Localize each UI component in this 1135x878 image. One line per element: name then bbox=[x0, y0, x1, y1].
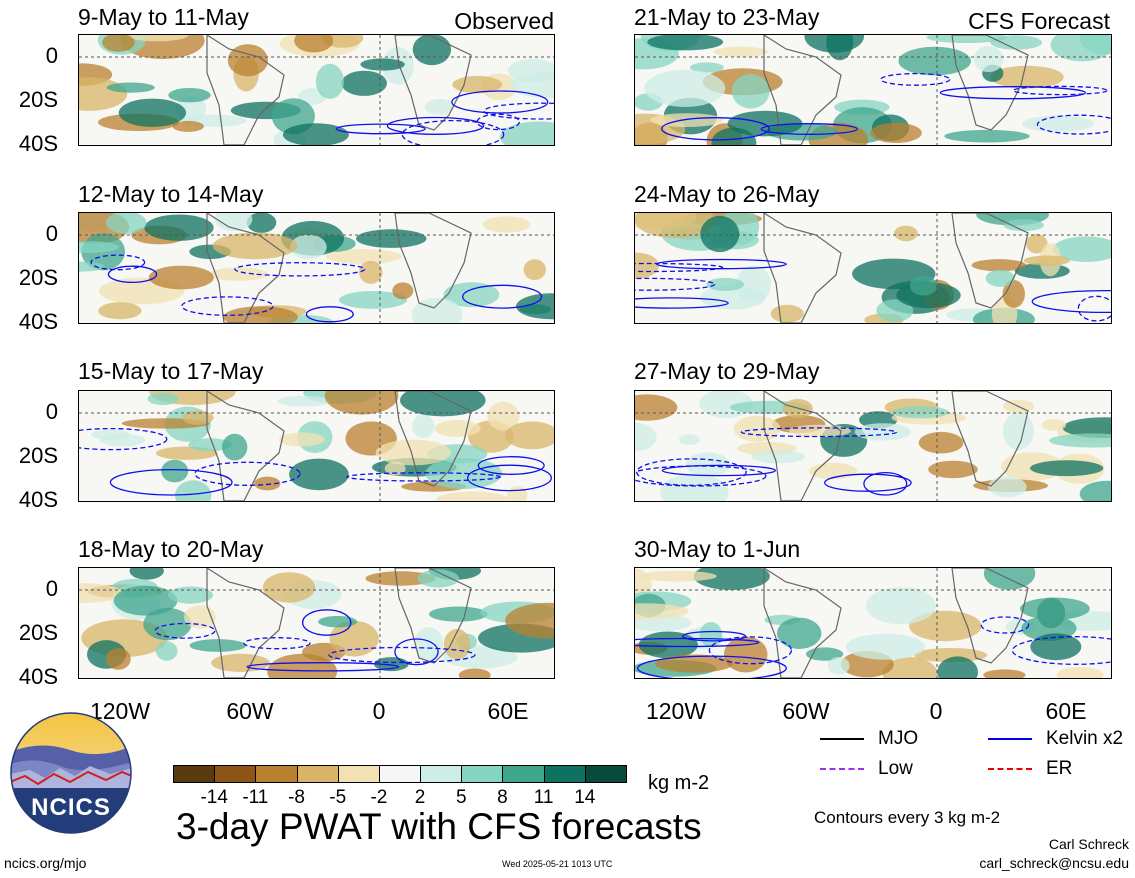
map-panel bbox=[78, 390, 555, 502]
y-tick-label: 40S bbox=[18, 664, 58, 689]
legend-line-er bbox=[988, 768, 1032, 770]
map-panel bbox=[634, 567, 1112, 679]
x-tick-0-right: 0 bbox=[929, 698, 943, 724]
y-tick-label: 40S bbox=[18, 309, 58, 334]
panel-title: 30-May to 1-Jun bbox=[634, 536, 801, 562]
map-panel bbox=[78, 212, 555, 324]
map-panel bbox=[634, 212, 1112, 324]
colorbar-swatch bbox=[461, 765, 504, 783]
colorbar-swatch bbox=[214, 765, 257, 783]
y-tick-label: 0 bbox=[45, 221, 58, 246]
colorbar-tick-label: 14 bbox=[574, 787, 596, 808]
colorbar-tick-label: -8 bbox=[288, 787, 305, 808]
colorbar-swatch bbox=[337, 765, 380, 783]
y-tick-label: 20S bbox=[18, 443, 58, 468]
panel-title: 27-May to 29-May bbox=[634, 358, 820, 384]
map-panel bbox=[78, 567, 555, 679]
colorbar-tick-label: -14 bbox=[200, 787, 228, 808]
colorbar-tick-label: -5 bbox=[329, 787, 347, 808]
panel-tag: Observed bbox=[454, 8, 554, 34]
legend-label-mjo: MJO bbox=[878, 728, 919, 749]
y-tick-label: 20S bbox=[18, 87, 58, 112]
y-tick-label: 0 bbox=[45, 399, 58, 424]
colorbar-swatch bbox=[502, 765, 545, 783]
x-tick-120w-right: 120W bbox=[645, 698, 707, 724]
colorbar-tick-label: 2 bbox=[414, 787, 426, 808]
panel-title: 15-May to 17-May bbox=[78, 358, 264, 384]
ncics-logo: NCICS bbox=[10, 712, 132, 834]
legend-line-mjo bbox=[820, 738, 864, 740]
legend-line-kelvin bbox=[988, 738, 1032, 740]
colorbar-swatch bbox=[296, 765, 339, 783]
panel-title: 21-May to 23-May bbox=[634, 4, 820, 30]
main-title: 3-day PWAT with CFS forecasts bbox=[176, 806, 702, 847]
colorbar-swatch bbox=[584, 765, 627, 783]
x-tick-60e-left: 60E bbox=[487, 698, 529, 724]
colorbar-tick-label: -2 bbox=[370, 787, 388, 808]
map-panel bbox=[634, 34, 1112, 146]
x-tick-60e-right: 60E bbox=[1045, 698, 1087, 724]
footer-email: carl_schreck@ncsu.edu bbox=[979, 855, 1129, 871]
x-tick-60w-right: 60W bbox=[782, 698, 830, 724]
panel-title: 9-May to 11-May bbox=[78, 4, 249, 30]
colorbar-swatch bbox=[543, 765, 586, 783]
y-tick-label: 0 bbox=[45, 576, 58, 601]
map-panel bbox=[634, 390, 1112, 502]
contour-note: Contours every 3 kg m-2 bbox=[814, 808, 1001, 827]
legend-label-kelvin: Kelvin x2 bbox=[1046, 728, 1124, 749]
colorbar-swatch bbox=[255, 765, 298, 783]
x-tick-0-left: 0 bbox=[372, 698, 386, 724]
colorbar-tick-label: 11 bbox=[533, 787, 554, 808]
legend-label-low: Low bbox=[878, 758, 913, 779]
y-tick-label: 20S bbox=[18, 265, 58, 290]
map-panel bbox=[78, 34, 555, 146]
colorbar-swatch bbox=[378, 765, 422, 783]
y-tick-label: 0 bbox=[45, 43, 58, 68]
footer-timestamp: Wed 2025-05-21 1013 UTC bbox=[502, 859, 613, 869]
y-tick-label: 40S bbox=[18, 487, 58, 512]
y-tick-label: 20S bbox=[18, 620, 58, 645]
colorbar-swatch bbox=[420, 765, 463, 783]
colorbar-tick-label: 8 bbox=[497, 787, 508, 808]
colorbar-units: kg m-2 bbox=[648, 772, 710, 794]
legend-line-low bbox=[820, 768, 864, 770]
colorbar-swatch bbox=[173, 765, 216, 783]
panel-title: 18-May to 20-May bbox=[78, 536, 264, 562]
panel-tag: CFS Forecast bbox=[968, 8, 1110, 34]
colorbar-tick-label: 5 bbox=[455, 787, 467, 808]
y-tick-label: 40S bbox=[18, 131, 58, 156]
legend-label-er: ER bbox=[1046, 758, 1073, 779]
panel-title: 24-May to 26-May bbox=[634, 181, 820, 207]
colorbar-tick-label: -11 bbox=[242, 787, 269, 808]
footer-author: Carl Schreck bbox=[1048, 836, 1129, 852]
panel-title: 12-May to 14-May bbox=[78, 181, 264, 207]
footer-url: ncics.org/mjo bbox=[4, 855, 87, 871]
x-tick-60w-left: 60W bbox=[226, 698, 274, 724]
logo-text: NCICS bbox=[31, 794, 111, 821]
